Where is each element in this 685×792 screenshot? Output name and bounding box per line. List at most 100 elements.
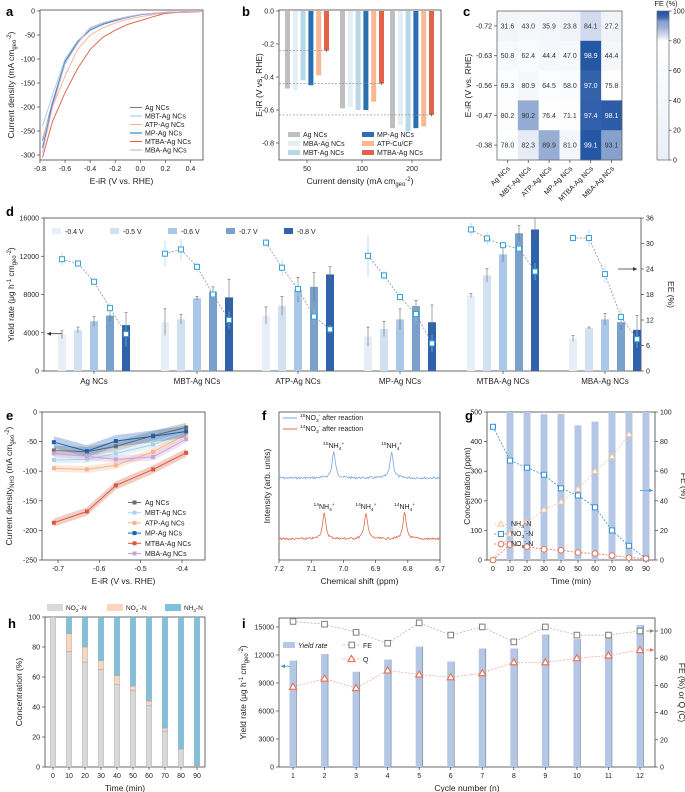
series-line [492,426,647,559]
bar [617,322,625,371]
bar [58,334,66,371]
label-part: - [138,603,140,608]
colorbar-segment [657,140,669,143]
bar [467,295,475,371]
legend-label: 14NO3- after reaction [300,424,363,435]
label-part: 4 [410,507,413,513]
q-marker [540,657,550,666]
label-part: NH [387,443,397,450]
label-part: 2 [522,544,525,550]
y-tick-label: -50 [25,33,35,40]
heatmap-value: 64.5 [542,83,556,90]
label-part: Current density (mA cm [6,50,16,139]
label-part: NO [511,541,522,548]
heatmap-value: 97.0 [584,83,598,90]
colorbar-segment [657,12,669,15]
colorbar-tick-label: 20 [673,128,681,135]
label-part: NH [361,504,371,511]
x-tick-label: 60 [591,566,599,573]
heatmap-value: 80.2 [501,113,515,120]
x-tick-label: 1 [291,773,295,780]
yield-bar [384,659,392,767]
x-tick-label: 12 [636,773,644,780]
y-tick-label: 4000 [23,330,39,337]
label-part: - [524,540,526,545]
colorbar-segment [657,143,669,146]
fe-marker [542,623,549,631]
bar [193,298,201,371]
label-part: NO [305,426,316,433]
x-axis-label: Cycle number (n) [434,783,499,792]
data-point [184,437,189,442]
colorbar-segment [657,112,669,115]
heatmap-value: 35.9 [542,23,556,30]
x-tick-label: 4 [386,773,390,780]
x-tick-label: 6.8 [403,566,413,573]
colorbar-segment [657,146,669,149]
heatmap-value: 44.4 [605,53,619,60]
label-part: + [374,503,377,508]
stacked-bar-segment [130,685,136,691]
data-point [592,504,598,511]
bar [106,315,114,371]
arrow-head-icon [47,331,51,336]
category-label: ATP-Ag NCs [275,377,320,386]
x-tick-label: -0.4 [84,166,96,173]
y-axis-label: Current density (mA cmgeo-2) [6,31,18,138]
colorbar-segment [657,46,669,49]
label-part: cm [6,265,16,279]
colorbar-segment [657,128,669,131]
label-part: geo [244,653,250,664]
heatmap-cell [497,40,519,71]
y2-tick-label: 30 [646,241,654,248]
q-marker [288,682,298,690]
ee-marker [532,268,538,275]
colorbar-segment [657,91,669,94]
x-tick-label: 80 [177,773,185,780]
y-tick-label: -300 [21,153,35,160]
colorbar-segment [657,54,669,57]
ee-line [61,258,127,335]
ee-marker [413,311,419,318]
x-axis-label: E-iR (V vs. RHE) [90,176,154,186]
ee-marker [279,264,285,271]
bar [396,319,404,371]
y-tick-label: 3000 [258,737,274,744]
legend-marker [498,531,504,537]
colorbar-segment [657,122,669,125]
y-tick-label: 0 [270,765,274,772]
ee-marker [226,317,232,323]
yield-bar [636,625,644,767]
heatmap-cell [497,100,519,131]
data-point [591,467,599,474]
stacked-bar-segment [146,705,152,768]
colorbar-segment [657,78,669,80]
bar [483,275,491,371]
heatmap-cell [538,130,560,161]
legend-swatch [362,141,374,146]
label-part: 3 [316,429,319,435]
heatmap-cell [517,40,539,71]
bar [531,229,539,371]
legend-swatch [47,604,63,611]
data-point [507,457,513,464]
colorbar-segment [657,58,669,61]
y-tick-label: -100 [21,57,35,64]
heatmap-value: 93.1 [605,143,619,150]
lsv-curve [42,11,203,153]
data-point [625,554,633,561]
heatmap-cell [497,11,519,42]
y2-tick-label: 100 [660,629,672,636]
q-marker [383,665,393,674]
y-tick-label: 300 [470,469,482,476]
data-point [51,520,56,525]
data-point [642,555,650,562]
data-point [524,464,530,471]
ee-marker [194,263,200,270]
bar [122,325,130,371]
series-line [492,544,647,561]
y2-tick-label: 12 [646,318,654,325]
label-part: cm [238,663,248,677]
label-part: geo [12,39,18,50]
